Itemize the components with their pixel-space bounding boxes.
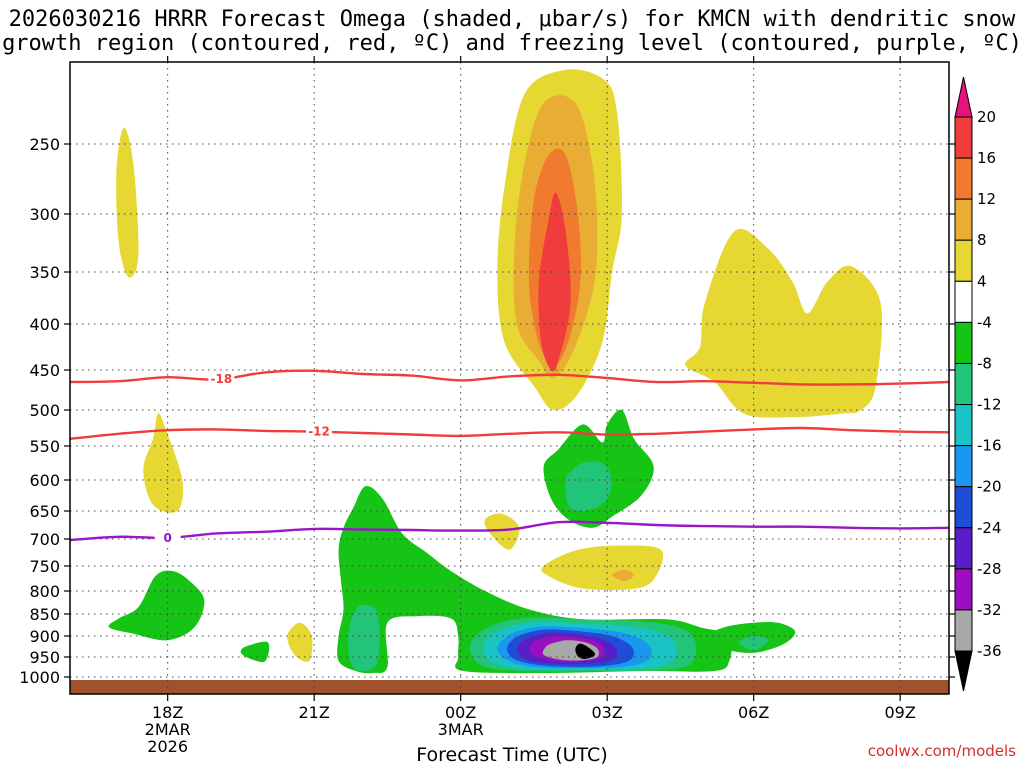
colorbar-label-13: -36	[977, 642, 1002, 660]
plot-frame	[69, 61, 950, 695]
x-tick-label-8-1: 3MAR	[438, 720, 484, 739]
isotherm-label-bg-1	[306, 424, 333, 439]
gridlines	[70, 62, 949, 694]
colorbar-label-4: 4	[977, 272, 987, 290]
omega-region-6	[541, 545, 664, 591]
x-tick-label-14-0: 06Z	[738, 703, 769, 722]
colorbar-label-5: -4	[977, 313, 992, 331]
x-tick-label-8-0: 00Z	[445, 703, 476, 722]
omega-region-4	[685, 228, 883, 418]
isotherm-line-1	[70, 426, 949, 440]
y-tick-label-450: 450	[29, 361, 60, 380]
y-tick-label-750: 750	[29, 557, 60, 576]
omega-region-1	[143, 413, 184, 513]
colorbar-label-8: -16	[977, 437, 1002, 455]
omega-region-2	[287, 622, 313, 662]
y-tick-label-900: 900	[29, 627, 60, 646]
isotherm-label-0: -18	[211, 372, 233, 386]
isotherm-contours: -18 -12 0	[70, 369, 949, 545]
colorbar-box-2	[954, 198, 973, 241]
axes: 250 300 350 400 450 500 550 600 650 700 750 800 850 9…	[19, 56, 955, 756]
colorbar-label-10: -24	[977, 519, 1002, 537]
colorbar-box-4	[954, 280, 973, 323]
omega-region-18	[739, 635, 769, 651]
colorbar-box-7	[954, 404, 973, 447]
colorbar-box-9	[954, 486, 973, 529]
omega-region-0	[116, 127, 139, 278]
source-credit: coolwx.com/models	[867, 742, 1016, 760]
omega-region-8	[612, 570, 634, 581]
isotherm-label-bg-0	[208, 371, 235, 386]
colorbar-top-triangle	[954, 76, 973, 118]
colorbar-box-6	[954, 362, 973, 406]
x-tick-label-2-1: 2MAR	[145, 720, 191, 739]
x-tick-label-2-2: 2026	[147, 737, 188, 756]
x-axis-label: Forecast Time (UTC)	[416, 744, 608, 766]
colorbar-box-8	[954, 445, 973, 488]
omega-shaded-layer	[70, 69, 949, 694]
isotherm-label-1: -12	[308, 425, 330, 439]
y-tick-label-400: 400	[29, 315, 60, 334]
omega-region-16	[565, 461, 613, 512]
colorbar-box-12	[954, 609, 973, 652]
y-tick-label-650: 650	[29, 502, 60, 521]
isotherm-line-2	[70, 520, 949, 542]
omega-region-10	[538, 192, 571, 372]
y-tick-label-700: 700	[29, 530, 60, 549]
y-tick-label-800: 800	[29, 582, 60, 601]
y-tick-label-1000: 1000	[19, 668, 60, 687]
x-tick-label-17-0: 09Z	[885, 703, 916, 722]
omega-region-12	[240, 641, 270, 663]
y-tick-label-500: 500	[29, 401, 60, 420]
omega-region-11	[108, 570, 205, 641]
y-tick-label-850: 850	[29, 605, 60, 624]
omega-region-17	[348, 604, 380, 672]
colorbar-box-5	[954, 321, 973, 364]
y-tick-label-950: 950	[29, 648, 60, 667]
chart-title-line-2: growth region (contoured, red, ºC) and f…	[2, 31, 1022, 56]
y-tick-label-300: 300	[29, 205, 60, 224]
isotherm-label-bg-2	[154, 530, 181, 545]
x-tick-label-11-0: 03Z	[592, 703, 623, 722]
colorbar-box-10	[954, 527, 973, 570]
colorbar-box-0	[954, 116, 973, 159]
colorbar-label-2: 12	[977, 190, 996, 208]
x-tick-label-2-0: 18Z	[152, 703, 183, 722]
colorbar-box-3	[954, 239, 973, 282]
omega-region-5	[484, 513, 520, 550]
x-tick-label-5-0: 21Z	[299, 703, 330, 722]
colorbar-bottom-triangle	[954, 650, 973, 692]
colorbar-label-1: 16	[977, 149, 996, 167]
colorbar-label-0: 20	[977, 108, 996, 126]
colorbar-box-11	[954, 568, 973, 611]
colorbar-label-11: -28	[977, 560, 1002, 578]
ground-layer	[70, 680, 949, 694]
colorbar-label-12: -32	[977, 601, 1002, 619]
y-tick-label-550: 550	[29, 437, 60, 456]
chart-title-line-1: 2026030216 HRRR Forecast Omega (shaded, …	[8, 7, 1016, 32]
omega-colorbar: 20 16 12 8 4 -4 -8 -12 -16 -20 -24 -28 -32 -36	[954, 76, 1002, 692]
isotherm-label-2: 0	[163, 531, 171, 545]
colorbar-label-7: -12	[977, 396, 1002, 414]
colorbar-label-6: -8	[977, 354, 992, 372]
y-tick-label-350: 350	[29, 263, 60, 282]
colorbar-label-9: -20	[977, 478, 1002, 496]
y-tick-label-250: 250	[29, 135, 60, 154]
colorbar-label-3: 8	[977, 231, 987, 249]
colorbar-box-1	[954, 157, 973, 200]
omega-region-26	[575, 643, 596, 660]
y-tick-label-600: 600	[29, 471, 60, 490]
